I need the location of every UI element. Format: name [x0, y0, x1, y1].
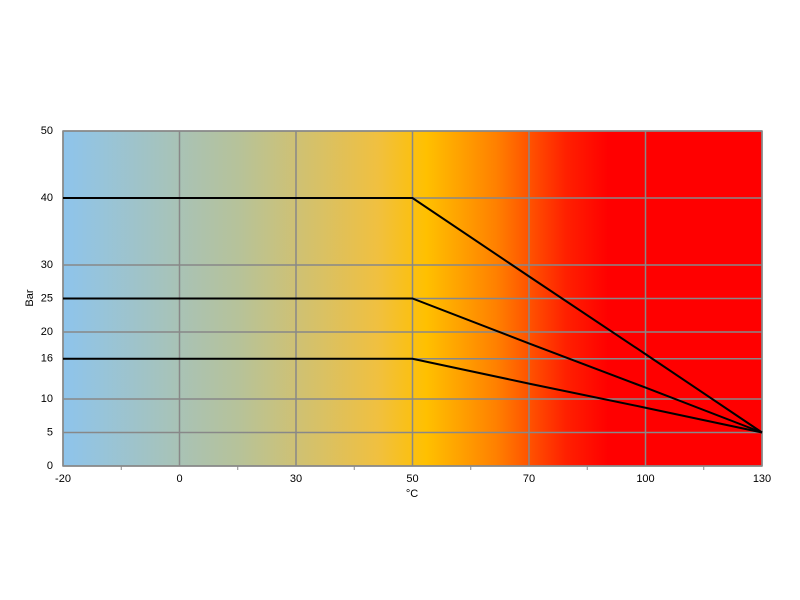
series-line [63, 357, 763, 434]
x-tick-label: 130 [753, 473, 771, 485]
y-tick-label: 0 [47, 460, 53, 472]
x-axis-label: °C [406, 488, 418, 500]
x-tick-label: -20 [55, 473, 71, 485]
x-tick-label: 50 [406, 473, 418, 485]
y-tick-label: 40 [41, 192, 53, 204]
y-tick-label: 25 [41, 292, 53, 304]
y-tick-label: 5 [47, 426, 53, 438]
y-axis-label: Bar [24, 289, 36, 306]
y-tick-label: 10 [41, 393, 53, 405]
series-line [63, 297, 763, 434]
y-tick-label: 16 [41, 353, 53, 365]
y-tick-label: 50 [41, 125, 53, 137]
series-line [63, 197, 763, 434]
x-tick-label: 100 [636, 473, 654, 485]
x-tick-label: 0 [176, 473, 182, 485]
y-tick-label: 20 [41, 326, 53, 338]
x-tick-label: 30 [290, 473, 302, 485]
x-tick-label: 70 [523, 473, 535, 485]
y-tick-label: 30 [41, 259, 53, 271]
